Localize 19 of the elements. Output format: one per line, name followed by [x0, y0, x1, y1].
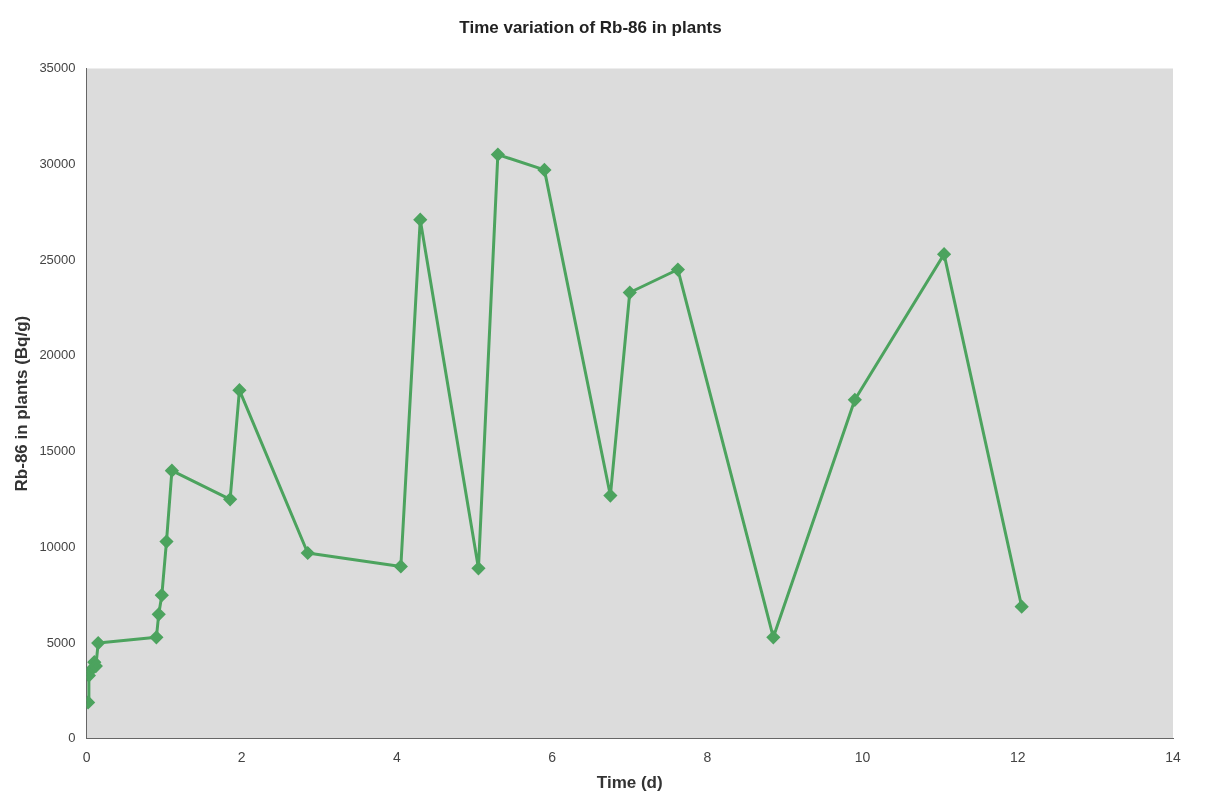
y-tick-label: 0	[68, 730, 76, 746]
x-tick-label: 0	[82, 749, 91, 766]
x-tick-label: 4	[393, 749, 402, 766]
y-tick-label: 30000	[39, 155, 76, 171]
y-tick-label: 20000	[39, 347, 76, 363]
x-tick-label: 8	[703, 749, 712, 766]
y-tick-label: 10000	[39, 538, 76, 554]
x-axis-title: Time (d)	[596, 773, 663, 793]
chart-title: Time variation of Rb-86 in plants	[459, 17, 722, 37]
y-tick-label: 35000	[39, 59, 76, 75]
x-tick-label: 10	[854, 749, 871, 766]
y-tick-label: 5000	[46, 634, 76, 650]
x-tick-label: 14	[1165, 749, 1181, 766]
y-tick-label: 25000	[39, 251, 76, 267]
x-tick-label: 6	[548, 749, 557, 766]
y-tick-label: 15000	[39, 443, 76, 459]
x-tick-label: 2	[237, 749, 246, 766]
y-axis-title: Rb-86 in plants (Bq/g)	[11, 315, 31, 492]
x-tick-label: 12	[1010, 749, 1026, 766]
